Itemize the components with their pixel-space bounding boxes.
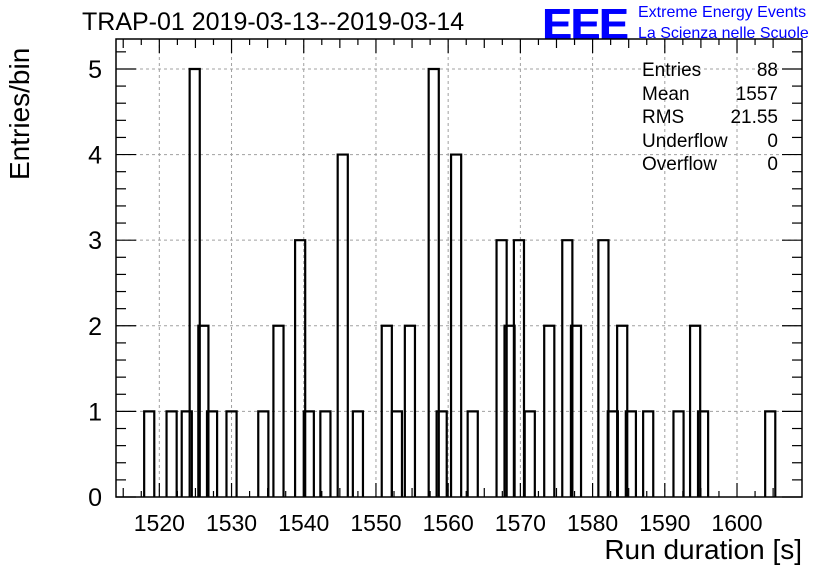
x-tick-label: 1520 [134,510,185,536]
histogram-bin [466,410,479,497]
x-tick-label: 1600 [711,510,762,536]
histogram-bin [143,410,156,497]
histogram-bin [205,410,219,497]
histogram-bin [293,239,307,497]
histogram-bin [319,410,332,497]
y-tick-label: 4 [88,142,102,170]
x-tick-label: 1570 [495,510,546,536]
chart-title: TRAP-01 2019-03-13--2019-03-14 [82,8,465,36]
stats-value: 21.55 [730,107,778,128]
histogram-bin [403,324,417,497]
logo-line-1: Extreme Energy Events [638,4,807,21]
histogram-bin [624,410,638,497]
y-tick-label: 1 [88,398,102,426]
histogram-bin [512,239,526,497]
histogram-bin [257,410,270,497]
histogram-bin [435,410,448,497]
histogram-bin [165,410,178,497]
stats-row-overflow: Overflow 0 [642,153,778,177]
stats-label: Overflow [642,154,717,175]
stats-label: RMS [642,107,685,128]
stats-row-entries: Entries 88 [642,59,778,83]
histogram-bin [302,410,315,497]
histogram-bin [543,324,556,497]
tick-labels: 1520 1530 1540 1550 1560 1570 1580 1590 1600 0 1 2 3… [88,56,763,536]
stats-value: 0 [767,154,778,175]
stats-value: 0 [767,130,778,152]
stats-value: 1557 [735,83,778,105]
histogram-bin [225,410,238,497]
histogram-bin [597,239,610,497]
stats-box: Entries 88 Mean 1557 RMS 21.55 Underflow… [642,59,778,177]
histogram-bin [427,67,440,497]
histogram-bin [642,410,655,497]
histogram-bin [390,410,404,497]
histogram-bin [764,410,777,497]
x-axis-label: Run duration [s] [604,534,802,565]
histogram-bars [143,67,777,497]
histogram-bin [495,239,508,497]
histogram-bin [272,324,285,497]
y-axis-label: Entries/bin [4,47,35,180]
x-tick-label: 1540 [278,510,329,536]
stats-value: 88 [756,60,778,81]
histogram-bin [561,239,574,497]
plot-frame [115,38,803,498]
stats-label: Entries [642,60,702,81]
y-tick-label: 5 [88,56,102,84]
histogram-bin [672,410,685,497]
stats-row-mean: Mean 1557 [642,83,778,107]
x-tick-label: 1550 [350,510,401,536]
stats-label: Underflow [642,130,728,152]
y-tick-label: 2 [88,313,102,341]
stats-row-underflow: Underflow 0 [642,130,778,154]
x-tick-label: 1590 [639,510,690,536]
stats-label: Mean [642,83,690,105]
histogram-bin [523,410,536,497]
histogram-bin [188,67,201,497]
histogram-bin [696,410,710,497]
histogram-bin [180,410,193,497]
y-tick-label: 3 [88,227,102,255]
x-tick-label: 1530 [206,510,257,536]
histogram-bin [449,153,463,497]
histogram-bin [351,410,365,497]
axis-ticks [116,39,802,498]
x-tick-label: 1560 [423,510,474,536]
y-tick-label: 0 [88,484,102,512]
stats-row-rms: RMS 21.55 [642,106,778,130]
histogram-bin [569,324,583,497]
logo-line-2: La Scienza nelle Scuole [638,25,809,42]
x-tick-label: 1580 [567,510,618,536]
histogram-bin [336,153,349,497]
